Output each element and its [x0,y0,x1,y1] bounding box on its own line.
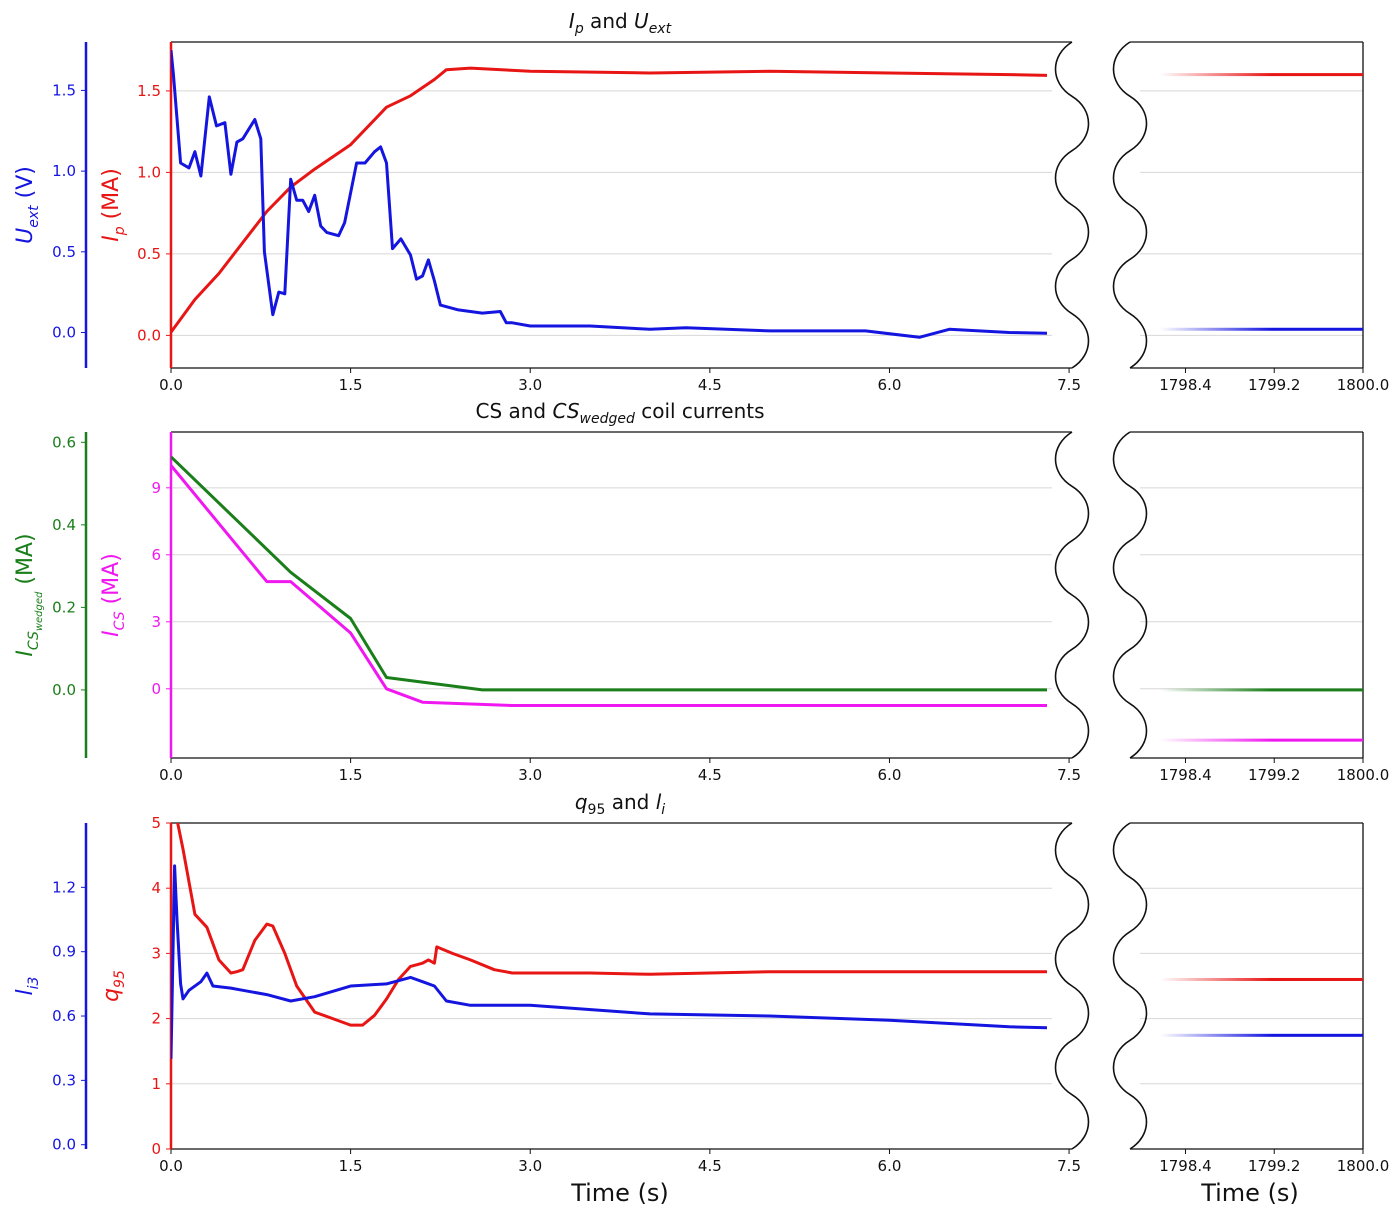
y-tick-label-inner: 1.0 [137,163,161,181]
x-axis-label-tail: Time (s) [1200,1179,1299,1207]
y-tick-label-inner: 3 [151,613,161,631]
x-tick-label: 1799.2 [1248,766,1301,784]
series-line-I_CS_wedged [171,455,1047,692]
series-line-l_i3 [171,864,1047,1059]
x-tick-label: 1799.2 [1248,376,1301,394]
x-tick-label: 6.0 [878,376,902,394]
y-tick-label-outer: 0.6 [52,433,76,451]
panel-title: q95 and li [575,790,665,818]
y-axis-label-outer: li3 [13,977,42,996]
series-tail-q95 [1160,977,1363,981]
x-tick-label: 7.5 [1057,1157,1081,1175]
y-tick-label-outer: 0.0 [52,323,76,341]
axis-break-right [1054,41,1090,369]
x-tick-label: 3.0 [518,376,542,394]
y-axis-label-inner: ICS (MA) [99,553,128,637]
panel-3: 0.0 1.5 3.0 4.5 6.0 7.5 1798.4 1799.2 1800.0 0 1 2 3… [13,790,1389,1207]
x-tick-label: 7.5 [1057,376,1081,394]
y-axis-label-inner: Ip (MA) [99,168,128,242]
x-tick-label: 6.0 [878,766,902,784]
series-tail-l_i3 [1160,1033,1363,1037]
y-tick-label-outer: 0.5 [52,243,76,261]
x-tick-label: 3.0 [518,1157,542,1175]
y-tick-label-outer: 1.0 [52,162,76,180]
y-tick-label-inner: 6 [151,546,161,564]
series-tail-U_ext [1160,327,1363,331]
y-axis-label-outer: Uext (V) [13,166,42,244]
series-line-q95 [176,823,1047,1027]
y-tick-label-inner: 0 [151,1140,161,1158]
axis-break-right [1054,431,1090,759]
y-tick-label-outer: 0.9 [52,943,76,961]
x-tick-label: 4.5 [698,766,722,784]
panel-2: 0.0 1.5 3.0 4.5 6.0 7.5 1798.4 1799.2 1800.0 0 3 6 9… [13,399,1389,784]
series-tail-I_CS_wedged [1160,688,1363,692]
x-tick-label: 6.0 [878,1157,902,1175]
panel-1: 0.0 1.5 3.0 4.5 6.0 7.5 1798.4 1799.2 1800.0 0.0 0… [13,9,1389,394]
x-tick-label: 1798.4 [1159,766,1212,784]
y-tick-label-outer: 1.5 [52,81,76,99]
series-tail-I_CS [1160,738,1363,742]
x-axis-label: Time (s) [570,1179,669,1207]
y-tick-label-inner: 4 [151,879,161,897]
series-tail-I_p [1160,73,1363,77]
series-line-U_ext [171,49,1047,339]
axis-break-left [1112,431,1148,759]
x-tick-label: 1.5 [339,1157,363,1175]
y-tick-label-outer: 1.2 [52,878,76,896]
panel-title: Ip and Uext [569,9,672,37]
y-tick-label-outer: 0.2 [52,598,76,616]
y-tick-label-outer: 0.3 [52,1071,76,1089]
axis-break-left [1112,41,1148,369]
y-axis-label-inner: q95 [99,970,128,1002]
x-tick-label: 1800.0 [1337,1157,1390,1175]
x-tick-label: 1798.4 [1159,1157,1212,1175]
y-tick-label-inner: 1 [151,1075,161,1093]
y-tick-label-outer: 0.0 [52,681,76,699]
panel-title: CS and CSwedged coil currents [475,399,764,427]
x-tick-label: 1800.0 [1337,376,1390,394]
y-tick-label-outer: 0.4 [52,516,76,534]
x-tick-label: 1799.2 [1248,1157,1301,1175]
x-tick-label: 4.5 [698,1157,722,1175]
y-tick-label-outer: 0.6 [52,1007,76,1025]
x-tick-label: 4.5 [698,376,722,394]
y-tick-label-inner: 0 [151,680,161,698]
y-tick-label-inner: 2 [151,1010,161,1028]
y-axis-label-outer: ICSwedged (MA) [13,533,45,656]
series-line-I_p [171,66,1047,333]
x-tick-label: 0.0 [159,766,183,784]
x-tick-label: 1800.0 [1337,766,1390,784]
y-tick-label-inner: 3 [151,944,161,962]
x-tick-label: 0.0 [159,1157,183,1175]
y-tick-label-inner: 0.0 [137,326,161,344]
y-tick-label-inner: 0.5 [137,245,161,263]
x-tick-label: 7.5 [1057,766,1081,784]
series-line-I_CS [171,464,1047,707]
x-tick-label: 1.5 [339,376,363,394]
x-tick-label: 0.0 [159,376,183,394]
axis-break-left [1112,822,1148,1150]
y-tick-label-inner: 9 [151,479,161,497]
x-tick-label: 1798.4 [1159,376,1212,394]
x-tick-label: 1.5 [339,766,363,784]
y-tick-label-outer: 0.0 [52,1136,76,1154]
y-tick-label-inner: 5 [151,814,161,832]
axis-break-right [1054,822,1090,1150]
y-tick-label-inner: 1.5 [137,82,161,100]
x-tick-label: 3.0 [518,766,542,784]
